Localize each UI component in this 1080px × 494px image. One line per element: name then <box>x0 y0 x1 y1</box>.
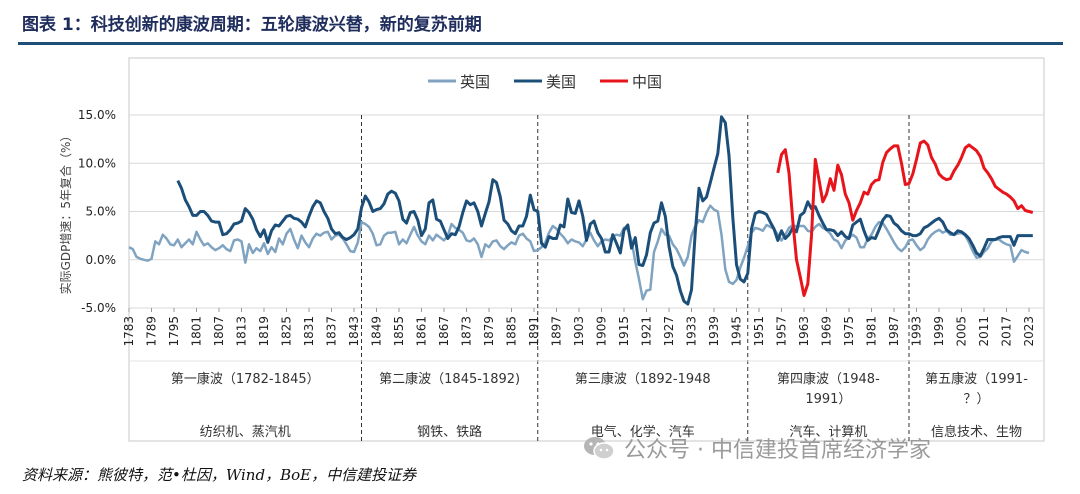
x-tick-label: 1921 <box>640 316 654 347</box>
wave-period-label: 第五康波（1991- <box>925 371 1028 387</box>
wave-period-label: 第一康波（1782-1845） <box>171 371 320 387</box>
y-tick-label: 0.0% <box>86 253 117 267</box>
x-tick-label: 1825 <box>280 316 294 347</box>
series-line <box>128 204 1030 301</box>
x-tick-label: 1909 <box>595 316 609 347</box>
x-tick-label: 1939 <box>707 316 721 347</box>
x-tick-label: 1813 <box>235 316 249 347</box>
series-line <box>176 115 1033 306</box>
page-title: 图表 1：科技创新的康波周期：五轮康波兴替，新的复苏前期 <box>22 15 482 35</box>
x-tick-label: 1885 <box>505 316 519 347</box>
wave-bands: 第一康波（1782-1845） 纺织机、蒸汽机 第二康波（1845-1892) 钢铁、… <box>129 360 1044 440</box>
x-tick-label: 1783 <box>122 316 136 347</box>
x-tick-label: 1969 <box>820 316 834 347</box>
x-tick-label: 1975 <box>842 316 856 347</box>
wave-period-label: 1991） <box>805 392 851 407</box>
watermark-text: 公众号 · 中信建投首席经济学家 <box>624 438 931 463</box>
x-tick-label: 1915 <box>617 316 631 347</box>
wave-tech-label: 电气、化学、汽车 <box>591 424 695 440</box>
x-tick-label: 1873 <box>460 316 474 347</box>
x-tick-label: 1861 <box>415 316 429 347</box>
x-tick-label: 1879 <box>482 316 496 347</box>
wave-tech-label: 纺织机、蒸汽机 <box>200 425 291 440</box>
x-tick-label: 1993 <box>910 316 924 347</box>
x-tick-label: 1951 <box>752 316 766 347</box>
wave-period-label: ？） <box>963 392 989 407</box>
x-tick-label: 1999 <box>932 316 946 347</box>
x-tick-label: 1831 <box>302 316 316 347</box>
legend-label: 美国 <box>546 73 576 91</box>
series-lines <box>128 115 1034 306</box>
legend: 英国 美国 中国 <box>428 73 662 91</box>
x-tick-label: 1963 <box>797 316 811 347</box>
x-tick-label: 1789 <box>145 316 159 347</box>
wave-period-label: 第二康波（1845-1892) <box>379 371 520 387</box>
wave-dividers <box>361 115 910 441</box>
x-tick-label: 1933 <box>685 316 699 347</box>
wave-tech-label: 信息技术、生物 <box>931 424 1022 440</box>
x-tick-label: 1849 <box>370 316 384 347</box>
x-tick-label: 1837 <box>325 316 339 347</box>
y-tick-label: 15.0% <box>78 108 116 122</box>
x-tick-label: 1819 <box>257 316 271 347</box>
x-tick-label: 1897 <box>550 316 564 347</box>
x-tick-label: 1945 <box>730 316 744 347</box>
legend-label: 英国 <box>460 73 490 91</box>
title-rule <box>18 42 1063 45</box>
x-tick-label: 1801 <box>190 316 204 347</box>
wave-tech-label: 汽车、计算机 <box>789 424 867 440</box>
x-tick-label: 1981 <box>865 316 879 347</box>
x-tick-labels: 1783 1789 1795 1801 1807 1813 1819 1825 1831 1837… <box>122 308 1036 347</box>
x-tick-label: 1867 <box>437 316 451 347</box>
x-tick-label: 2023 <box>1022 316 1036 347</box>
x-tick-label: 1891 <box>527 316 541 347</box>
x-tick-label: 1807 <box>212 316 226 347</box>
wechat-icon <box>584 437 615 460</box>
x-tick-label: 1957 <box>775 316 789 347</box>
series-line <box>776 139 1034 297</box>
wave-period-label: 第四康波（1948- <box>777 371 880 387</box>
y-tick-label: -5.0% <box>81 301 116 315</box>
x-tick-label: 2005 <box>955 316 969 347</box>
x-tick-label: 2017 <box>1000 316 1014 347</box>
wave-period-label: 第三康波（1892-1948 <box>575 371 711 387</box>
y-tick-label: 10.0% <box>78 156 116 170</box>
y-tick-labels: -5.0% 0.0% 5.0% 10.0% 15.0% <box>78 108 116 315</box>
wave-tech-label: 钢铁、铁路 <box>417 424 482 440</box>
x-tick-label: 1855 <box>392 316 406 347</box>
x-tick-label: 1927 <box>662 316 676 347</box>
legend-label: 中国 <box>632 73 662 91</box>
source-note: 资料来源：熊彼特，范•杜因，Wind，BoE，中信建投证券 <box>22 466 417 484</box>
x-tick-label: 1987 <box>887 316 901 347</box>
x-tick-label: 2011 <box>977 316 991 347</box>
x-tick-label: 1843 <box>347 316 361 347</box>
y-axis-label: 实际GDP增速：5年复合（%） <box>58 130 73 295</box>
grid <box>129 114 1044 309</box>
y-tick-label: 5.0% <box>86 205 117 219</box>
x-tick-label: 1903 <box>572 316 586 347</box>
x-tick-label: 1795 <box>167 316 181 347</box>
watermark: 公众号 · 中信建投首席经济学家 <box>582 432 931 464</box>
